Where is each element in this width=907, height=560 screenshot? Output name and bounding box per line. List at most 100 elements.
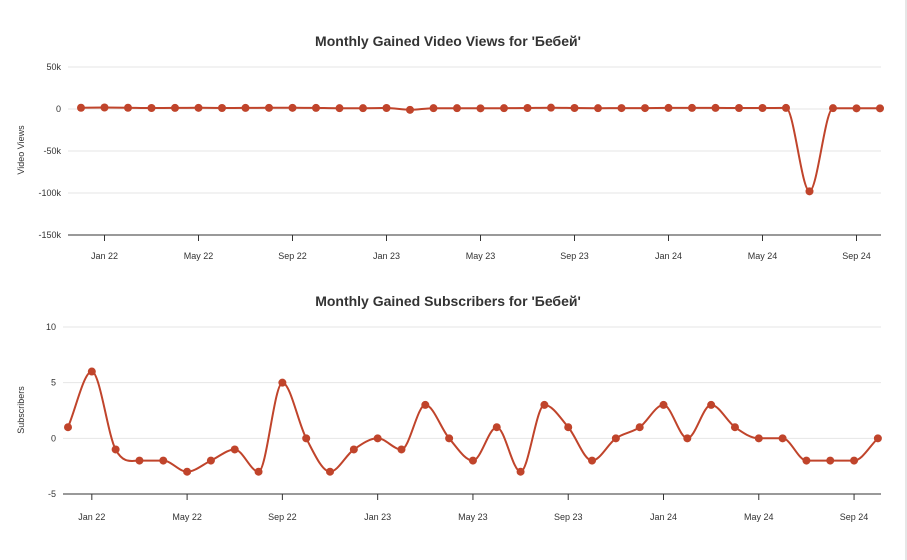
views-data-point [829,104,837,113]
subscribers-data-point [159,456,168,465]
subscribers-data-point [707,400,716,409]
subscribers-data-point [826,456,835,465]
views-data-point [476,104,485,113]
subscribers-data-point [611,434,620,443]
subscribers-y-tick-label: 0 [51,433,56,443]
views-data-point [265,103,273,112]
subscribers-data-point [278,378,287,387]
views-data-point [77,103,85,112]
views-data-point [523,103,532,112]
subscribers-gridlines [63,326,881,495]
views-data-point [453,104,461,113]
views-data-point [664,103,673,112]
views-x-tick-label: Sep 22 [278,251,307,261]
subscribers-x-tick-label: Jan 23 [364,512,391,522]
subscribers-data-point [635,423,644,432]
views-x-tick-label: Sep 24 [842,251,871,261]
subscribers-x-tick-label: Sep 23 [554,512,583,522]
subscribers-data-point [850,456,859,465]
views-x-tick-label: Jan 24 [655,251,682,261]
views-data-point [805,187,814,196]
views-data-point [876,104,884,113]
views-data-point [852,104,861,113]
views-data-point [288,103,297,112]
subscribers-data-point [254,467,263,476]
views-chart: Monthly Gained Video Views for 'Бебей' V… [16,33,884,261]
views-data-point [617,104,626,113]
subscribers-x-tick-label: Sep 22 [268,512,297,522]
subscribers-data-point [802,456,811,465]
subscribers-data-point [516,467,525,476]
subscribers-data-point [135,456,144,465]
subscribers-data-point [87,367,96,376]
subscribers-data-point [349,445,358,454]
subscribers-x-tick-label: Sep 24 [840,512,869,522]
subscribers-data-point [445,434,454,443]
subscribers-data-point [659,400,668,409]
views-y-tick-label: -100k [38,188,61,198]
subscribers-x-tick-label: May 22 [172,512,202,522]
subscribers-x-tick-label: Jan 24 [650,512,677,522]
subscribers-chart-title: Monthly Gained Subscribers for 'Бебей' [315,293,581,309]
subscribers-data-point [230,445,239,454]
subscribers-chart: Monthly Gained Subscribers for 'Бебей' S… [16,293,882,522]
subscribers-data-point [468,456,477,465]
subscribers-x-tick-label: May 24 [744,512,774,522]
views-data-points [77,103,884,196]
views-data-point [429,104,438,113]
views-data-point [406,105,414,114]
views-y-tick-label: 50k [46,62,61,72]
views-data-point [194,103,203,112]
subscribers-data-point [588,456,597,465]
views-data-point [758,103,767,112]
subscribers-data-point [397,445,406,454]
subscribers-data-point [754,434,763,443]
views-data-point [100,103,109,112]
subscribers-data-point [564,423,573,432]
views-data-point [570,103,579,112]
views-y-axis-title: Video Views [16,125,26,175]
views-gridlines [68,66,881,236]
subscribers-y-tick-label: -5 [48,489,56,499]
subscribers-y-tick-label: 5 [51,378,56,388]
views-y-tick-label: -150k [38,230,61,240]
views-y-tick-labels: 50k 0 -50k -100k -150k [38,62,61,240]
subscribers-data-point [373,434,382,443]
views-chart-title: Monthly Gained Video Views for 'Бебей' [315,33,581,49]
views-data-point [594,104,602,113]
subscribers-data-point [302,434,311,443]
views-y-tick-label: 0 [56,104,61,114]
subscribers-data-point [183,467,192,476]
views-data-point [147,103,156,112]
views-x-tick-label: Jan 22 [91,251,118,261]
subscribers-data-point [111,445,120,454]
subscribers-data-point [206,456,215,465]
subscribers-data-point [730,423,739,432]
views-series-line [80,106,880,193]
subscribers-data-point [873,434,882,443]
page-right-border [905,0,907,560]
subscribers-y-tick-label: 10 [46,322,56,332]
views-x-tick-label: May 23 [466,251,496,261]
subscribers-y-tick-labels: 10 5 0 -5 [46,322,56,499]
subscribers-data-point [421,400,430,409]
views-x-tick-label: May 24 [748,251,778,261]
subscribers-y-axis-title: Subscribers [16,386,26,434]
views-data-point [312,103,320,112]
subscribers-data-point [492,423,501,432]
subscribers-data-point [778,434,787,443]
subscribers-x-tick-label: Jan 22 [78,512,105,522]
views-data-point [641,104,649,113]
views-data-point [711,103,720,112]
subscribers-data-point [683,434,692,443]
views-y-tick-label: -50k [43,146,61,156]
subscribers-data-point [326,467,335,476]
views-data-point [218,103,226,112]
views-data-point [782,103,790,112]
views-data-point [241,103,250,112]
views-data-point [688,103,696,112]
views-data-point [335,104,344,113]
views-x-tick-label: Sep 23 [560,251,589,261]
subscribers-data-point [64,423,72,432]
